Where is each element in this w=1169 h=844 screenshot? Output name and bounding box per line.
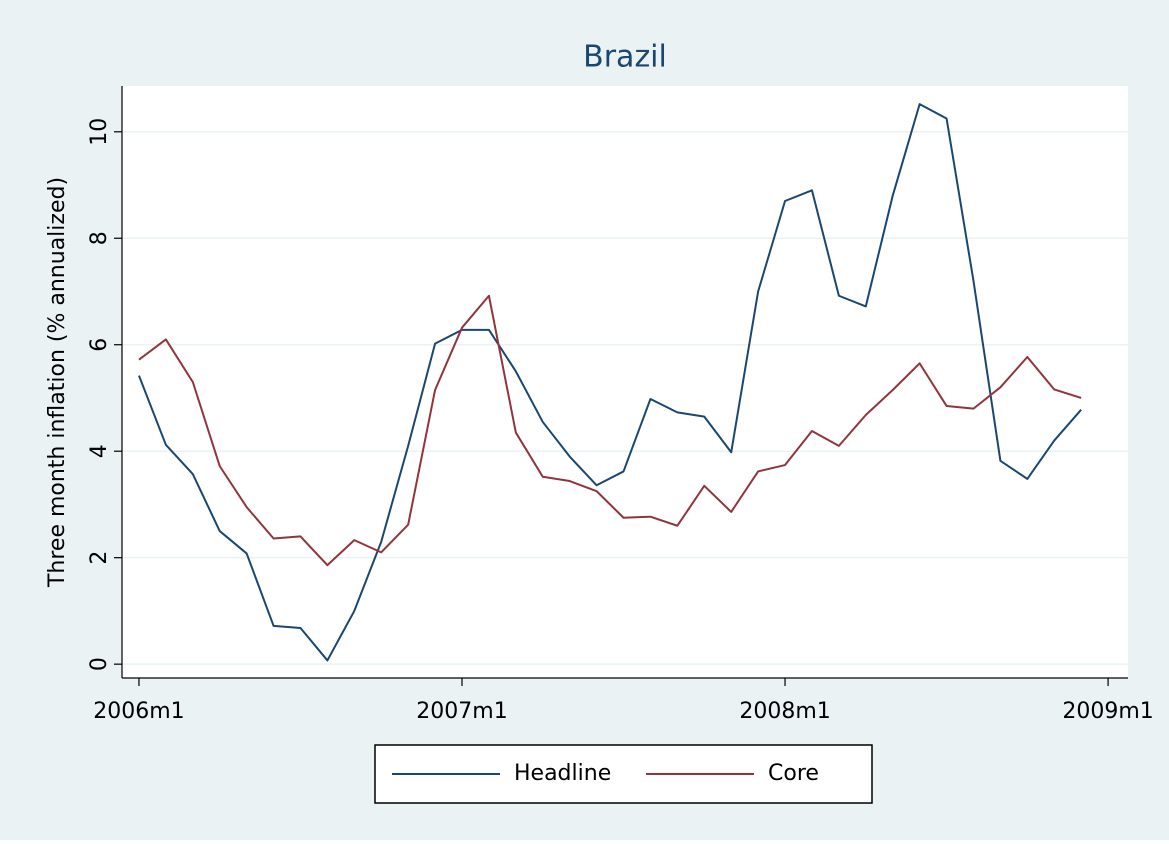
y-tick-label: 4 [87, 444, 112, 458]
y-tick-label: 6 [87, 338, 112, 352]
chart-title: Brazil [583, 40, 667, 75]
line-series [138, 103, 1082, 662]
y-tick-label: 2 [87, 551, 112, 565]
y-tick-label: 8 [87, 231, 112, 245]
legend-label: Headline [514, 761, 611, 786]
y-axis-label: Three month inflation (% annualized) [45, 177, 70, 588]
x-tick-label: 2008m1 [739, 699, 830, 724]
x-tick-label: 2007m1 [416, 699, 507, 724]
y-tick-label: 10 [87, 118, 112, 146]
line-series [138, 294, 1082, 567]
plot-area [122, 86, 1128, 678]
y-tick-label: 0 [87, 657, 112, 671]
x-tick-label: 2009m1 [1062, 699, 1153, 724]
legend-label: Core [768, 761, 819, 786]
x-tick-label: 2006m1 [93, 699, 184, 724]
